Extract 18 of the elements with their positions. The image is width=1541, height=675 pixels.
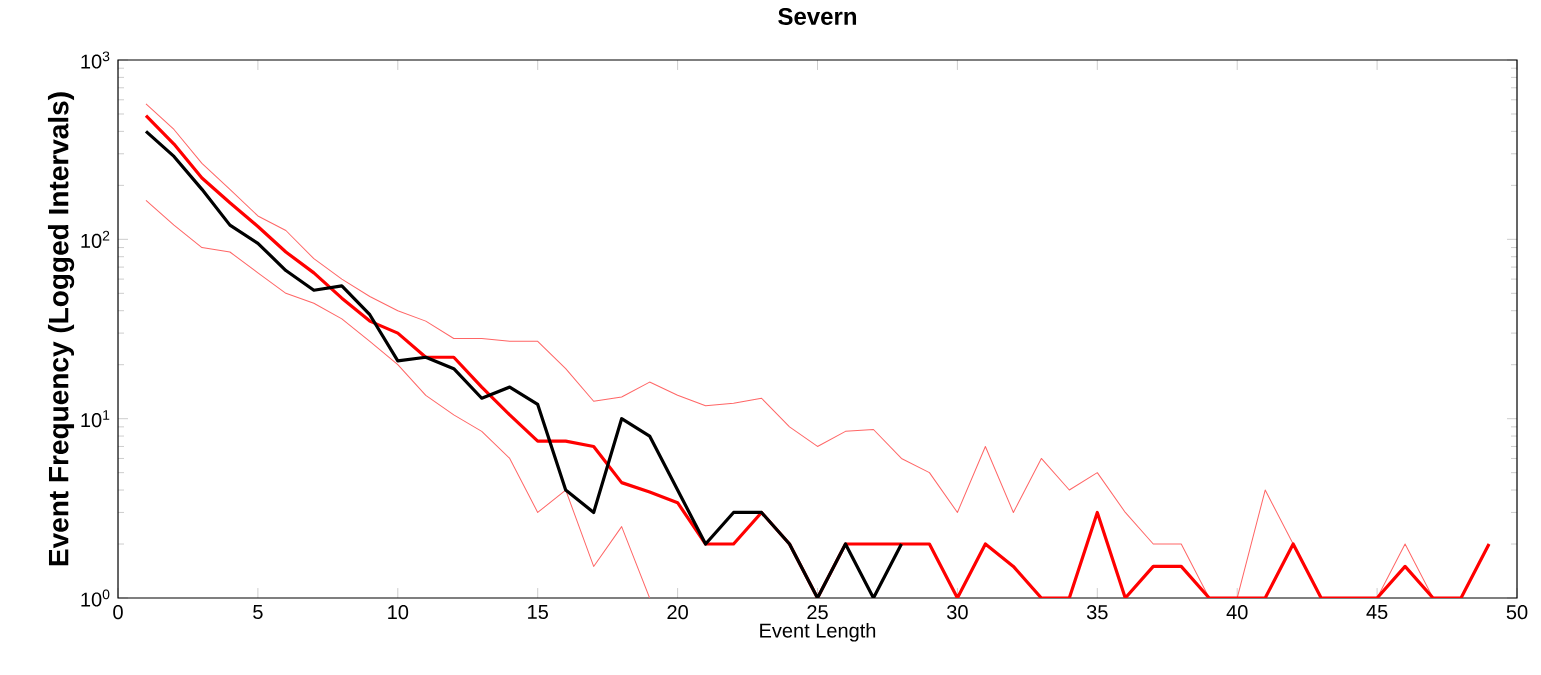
x-tick-label: 10 [388,605,409,620]
y-tick-label: 10$^{1}$ [81,410,110,428]
x-tick-label: 45 [1366,605,1388,620]
x-tick-label: 25 [807,605,828,620]
x-tick-label: 20 [667,605,688,620]
chart-title: Severn [778,7,857,25]
x-tick-label: 5 [253,605,263,620]
y-axis-title: Event Frequency (Logged Intervals) [47,92,75,566]
x-axis-title: Event Length [760,622,876,642]
x-tick-label: 30 [947,605,968,620]
x-tick-label: 15 [528,605,548,620]
x-tick-label: 35 [1086,605,1108,620]
y-tick-label: 10$^{3}$ [81,51,110,69]
x-tick-label: 0 [113,605,123,620]
y-tick-label: 10$^{2}$ [81,230,110,248]
y-tick-label: 10$^{0}$ [81,589,110,607]
x-tick-label: 40 [1226,605,1248,620]
x-tick-label: 50 [1506,605,1528,620]
